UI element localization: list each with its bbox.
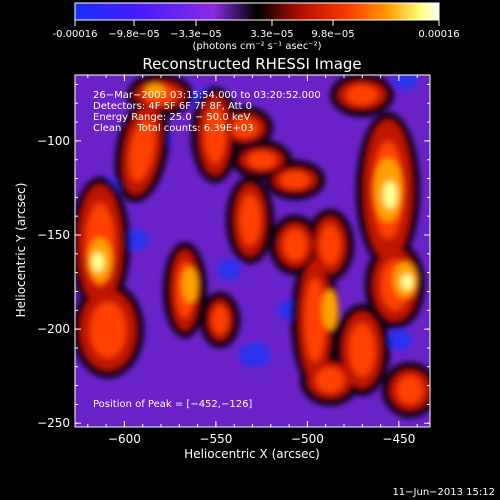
- colorbar-ticks: -0.00016 −9.8e−05 −3.3e−05 3.3e−05 9.8e−05 0.…: [53, 20, 460, 40]
- footer-date: 11−Jun−2013 15:12: [392, 487, 495, 498]
- heatmap-blob: [204, 107, 226, 163]
- heatmap-blob: [319, 225, 341, 265]
- y-tick-label: −100: [37, 134, 70, 148]
- heatmap-blob: [212, 306, 228, 334]
- heatmap-blob: [239, 194, 261, 246]
- y-tick-label: −150: [37, 228, 70, 242]
- heatmap-blob: [129, 118, 155, 182]
- heatmap-blob: [322, 290, 338, 330]
- annotation-clean: Clean Total counts: 6.39E+03: [93, 123, 253, 134]
- colorbar-unit-label: (photons cm⁻² s⁻¹ asec⁻²): [192, 41, 321, 52]
- colorbar-tick-label: 0.00016: [418, 29, 459, 40]
- heatmap-blob: [383, 181, 397, 209]
- x-tick-label: −450: [382, 432, 415, 446]
- heatmap-blob: [145, 84, 165, 96]
- annotation-peak: Position of Peak = [−452,−126]: [93, 399, 252, 410]
- annotation-detectors: Detectors: 4F 5F 6F 7F 8F, Att 0: [93, 101, 252, 112]
- y-axis: −100 −150 −200 −250: [37, 83, 430, 430]
- heatmap-blob: [247, 151, 277, 169]
- colorbar-tick-label: 3.3e−05: [250, 29, 293, 40]
- heatmap-blob: [182, 267, 198, 303]
- colorbar: -0.00016 −9.8e−05 −3.3e−05 3.3e−05 9.8e−05 0.…: [53, 2, 460, 52]
- heatmap-blob: [89, 302, 127, 358]
- y-axis-label: Heliocentric Y (arcsec): [14, 183, 28, 318]
- heatmap-blob: [125, 230, 149, 250]
- heatmap-blob: [283, 229, 307, 261]
- heatmap-blob: [401, 274, 413, 290]
- colorbar-tick-label: −9.8e−05: [108, 29, 160, 40]
- annotations: 26−Mar−2003 03:15:54.000 to 03:20:52.000…: [93, 90, 321, 410]
- y-tick-label: −250: [37, 416, 70, 430]
- x-tick-label: −500: [291, 432, 324, 446]
- heatmap-blob: [346, 85, 378, 105]
- heatmap-blob: [239, 343, 271, 367]
- colorbar-gradient: [74, 2, 440, 21]
- heatmap-blob: [280, 171, 310, 189]
- colorbar-tick-label: −3.3e−05: [170, 29, 222, 40]
- heatmap-blob: [397, 376, 423, 404]
- heatmap-blob: [315, 367, 345, 393]
- colorbar-tick-label: 9.8e−05: [311, 29, 354, 40]
- heatmap-blob: [349, 323, 375, 377]
- heatmap-blob: [217, 260, 241, 280]
- heatmap-blob: [388, 330, 412, 350]
- chart-title: Reconstructed RHESSI Image: [142, 55, 361, 73]
- y-tick-label: −200: [37, 322, 70, 336]
- x-axis-label: Heliocentric X (arcsec): [184, 447, 320, 461]
- heatmap-blob: [393, 75, 417, 90]
- heatmap: [74, 74, 431, 428]
- x-tick-label: −600: [108, 432, 141, 446]
- x-tick-label: −550: [199, 432, 232, 446]
- annotation-energy: Energy Range: 25.0 − 50.0 keV: [93, 112, 250, 123]
- heatmap-blob: [304, 278, 326, 362]
- heatmap-blob: [232, 118, 258, 138]
- colorbar-tick-label: -0.00016: [53, 29, 98, 40]
- x-axis: −600 −550 −500 −450: [87, 75, 418, 446]
- annotation-time: 26−Mar−2003 03:15:54.000 to 03:20:52.000: [93, 90, 321, 101]
- heatmap-blob: [92, 252, 104, 272]
